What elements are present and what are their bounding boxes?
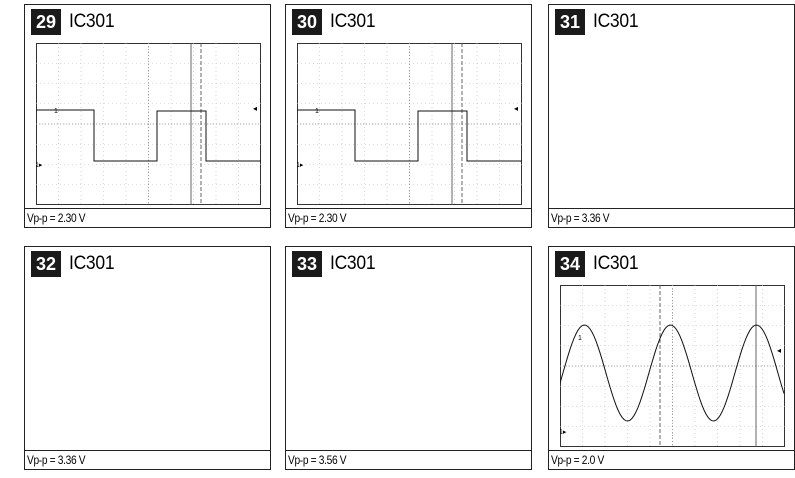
oscilloscope-panel-33: 33 IC301 Vp-p = 3.56 V [285, 246, 532, 470]
divider [286, 450, 531, 451]
oscilloscope-trace: 1 1▸ ◂ [36, 43, 261, 205]
waveform-trace [560, 324, 785, 422]
waveform-trace [36, 109, 261, 162]
oscilloscope-panel-32: 32 IC301 Vp-p = 3.36 V [24, 246, 271, 470]
ground-marker: 1▸ [297, 162, 304, 169]
trigger-marker: ◂ [253, 104, 257, 113]
vpp-measurement: Vp-p = 3.56 V [288, 453, 347, 467]
channel-marker: 1 [578, 335, 582, 342]
vpp-measurement: Vp-p = 2.30 V [288, 211, 347, 225]
trigger-marker: ◂ [777, 346, 781, 355]
panel-number-badge: 29 [31, 9, 61, 35]
channel-marker: 1 [315, 108, 319, 115]
trigger-marker: ◂ [514, 104, 518, 113]
oscilloscope-trace [297, 285, 522, 447]
channel-marker: 1 [54, 108, 58, 115]
panel-number-badge: 34 [555, 251, 585, 277]
chip-label: IC301 [593, 11, 639, 32]
oscilloscope-trace [36, 285, 261, 447]
panel-number-badge: 30 [292, 9, 322, 35]
chip-label: IC301 [330, 11, 376, 32]
vpp-measurement: Vp-p = 2.30 V [27, 211, 86, 225]
divider [549, 208, 794, 209]
panel-header: 33 IC301 [292, 251, 379, 277]
panel-header: 34 IC301 [555, 251, 642, 277]
panel-number-badge: 31 [555, 9, 585, 35]
vpp-measurement: Vp-p = 2.0 V [551, 453, 604, 467]
divider [549, 450, 794, 451]
oscilloscope-trace: 1 1▸ ◂ [560, 285, 785, 447]
oscilloscope-panel-34: 34 IC301 1 1▸ ◂ Vp-p = 2.0 V [548, 246, 795, 470]
oscilloscope-trace: 1 1▸ ◂ [297, 43, 522, 205]
vpp-measurement: Vp-p = 3.36 V [27, 453, 86, 467]
oscilloscope-panel-31: 31 IC301 Vp-p = 3.36 V [548, 4, 795, 228]
divider [25, 208, 270, 209]
divider [286, 208, 531, 209]
panel-number-badge: 33 [292, 251, 322, 277]
divider [25, 450, 270, 451]
oscilloscope-trace [560, 43, 785, 205]
chip-label: IC301 [330, 253, 376, 274]
oscilloscope-panel-29: 29 IC301 1 1▸ ◂ Vp-p = 2.30 V [24, 4, 271, 228]
panel-header: 30 IC301 [292, 9, 379, 35]
panel-number-badge: 32 [31, 251, 61, 277]
panel-header: 31 IC301 [555, 9, 642, 35]
vpp-measurement: Vp-p = 3.36 V [551, 211, 610, 225]
waveform-trace [297, 109, 522, 162]
panel-header: 29 IC301 [31, 9, 118, 35]
chip-label: IC301 [69, 11, 115, 32]
chip-label: IC301 [593, 253, 639, 274]
ground-marker: 1▸ [560, 429, 567, 436]
panel-header: 32 IC301 [31, 251, 118, 277]
ground-marker: 1▸ [36, 162, 43, 169]
oscilloscope-panel-30: 30 IC301 1 1▸ ◂ Vp-p = 2.30 V [285, 4, 532, 228]
chip-label: IC301 [69, 253, 115, 274]
